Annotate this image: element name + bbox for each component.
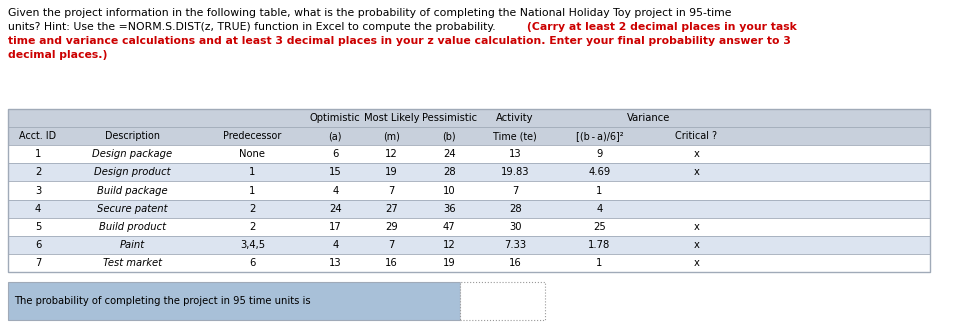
Text: Given the project information in the following table, what is the probability of: Given the project information in the fol… — [8, 8, 732, 18]
Text: 6: 6 — [35, 240, 41, 250]
Text: 2: 2 — [249, 204, 256, 214]
Text: 1: 1 — [249, 186, 256, 195]
Text: 16: 16 — [509, 258, 522, 268]
Text: x: x — [694, 222, 700, 232]
Text: 4: 4 — [332, 186, 339, 195]
Text: 24: 24 — [443, 149, 455, 159]
Text: Secure patent: Secure patent — [97, 204, 167, 214]
Bar — [8, 109, 930, 145]
Text: [(b - a)/6]²: [(b - a)/6]² — [576, 131, 624, 141]
Text: 7: 7 — [512, 186, 519, 195]
Text: units? Hint: Use the =NORM.S.DIST(z, TRUE) function in Excel to compute the prob: units? Hint: Use the =NORM.S.DIST(z, TRU… — [8, 22, 499, 32]
Text: 7: 7 — [388, 240, 395, 250]
Text: 19.83: 19.83 — [501, 167, 529, 177]
Text: Critical ?: Critical ? — [675, 131, 717, 141]
Text: Time (te): Time (te) — [493, 131, 537, 141]
Text: 28: 28 — [509, 204, 522, 214]
Text: 2: 2 — [249, 222, 256, 232]
Text: 47: 47 — [443, 222, 455, 232]
Text: (m): (m) — [383, 131, 400, 141]
Text: 6: 6 — [249, 258, 256, 268]
Text: 4: 4 — [332, 240, 339, 250]
Bar — [8, 182, 930, 200]
Text: 6: 6 — [332, 149, 339, 159]
Text: (a): (a) — [329, 131, 342, 141]
Text: 30: 30 — [509, 222, 522, 232]
Text: (Carry at least 2 decimal places in your task: (Carry at least 2 decimal places in your… — [527, 22, 797, 32]
Text: time and variance calculations and at least 3 decimal places in your z value cal: time and variance calculations and at le… — [8, 36, 791, 46]
Bar — [460, 282, 545, 320]
Text: 25: 25 — [594, 222, 606, 232]
Text: 1: 1 — [596, 258, 602, 268]
Text: x: x — [694, 149, 700, 159]
Text: 9: 9 — [596, 149, 602, 159]
Text: 1: 1 — [249, 167, 256, 177]
Text: Acct. ID: Acct. ID — [19, 131, 56, 141]
Text: 4: 4 — [35, 204, 41, 214]
Text: Most Likely: Most Likely — [364, 113, 419, 123]
Text: 1: 1 — [35, 149, 41, 159]
Text: 4: 4 — [596, 204, 602, 214]
Text: Pessimistic: Pessimistic — [421, 113, 477, 123]
Text: x: x — [694, 258, 700, 268]
Text: None: None — [239, 149, 266, 159]
Bar — [8, 236, 930, 254]
Text: 12: 12 — [443, 240, 455, 250]
Text: 7.33: 7.33 — [504, 240, 526, 250]
Text: 7: 7 — [388, 186, 395, 195]
Text: 17: 17 — [329, 222, 342, 232]
Text: Design package: Design package — [92, 149, 172, 159]
Text: Predecessor: Predecessor — [223, 131, 281, 141]
Text: 28: 28 — [443, 167, 455, 177]
Text: 10: 10 — [443, 186, 455, 195]
Text: 7: 7 — [35, 258, 41, 268]
Text: Paint: Paint — [120, 240, 145, 250]
Bar — [8, 282, 460, 320]
Bar — [8, 145, 930, 163]
Text: 24: 24 — [329, 204, 342, 214]
Text: 27: 27 — [385, 204, 398, 214]
Bar — [8, 109, 930, 272]
Text: 36: 36 — [443, 204, 455, 214]
Text: Build product: Build product — [99, 222, 166, 232]
Text: 2: 2 — [35, 167, 41, 177]
Text: 19: 19 — [443, 258, 455, 268]
Text: 19: 19 — [385, 167, 398, 177]
Text: Test market: Test market — [103, 258, 162, 268]
Text: 1.78: 1.78 — [589, 240, 611, 250]
Text: Optimistic: Optimistic — [310, 113, 361, 123]
Text: 3: 3 — [35, 186, 41, 195]
Text: Activity: Activity — [496, 113, 534, 123]
Text: decimal places.): decimal places.) — [8, 50, 107, 60]
Text: 4.69: 4.69 — [589, 167, 611, 177]
Text: 29: 29 — [385, 222, 398, 232]
Bar — [8, 254, 930, 272]
Text: 13: 13 — [329, 258, 342, 268]
Bar — [8, 218, 930, 236]
Text: The probability of completing the project in 95 time units is: The probability of completing the projec… — [14, 296, 310, 306]
Bar — [8, 163, 930, 182]
Text: 3,4,5: 3,4,5 — [239, 240, 265, 250]
Text: Build package: Build package — [97, 186, 167, 195]
Text: 1: 1 — [596, 186, 602, 195]
Bar — [8, 200, 930, 218]
Text: Description: Description — [105, 131, 160, 141]
Text: Design product: Design product — [94, 167, 170, 177]
Text: Variance: Variance — [628, 113, 670, 123]
Text: 16: 16 — [385, 258, 398, 268]
Text: 12: 12 — [385, 149, 398, 159]
Text: x: x — [694, 167, 700, 177]
Text: 5: 5 — [35, 222, 41, 232]
Text: x: x — [694, 240, 700, 250]
Text: (b): (b) — [443, 131, 456, 141]
Text: 13: 13 — [509, 149, 522, 159]
Text: 15: 15 — [329, 167, 342, 177]
